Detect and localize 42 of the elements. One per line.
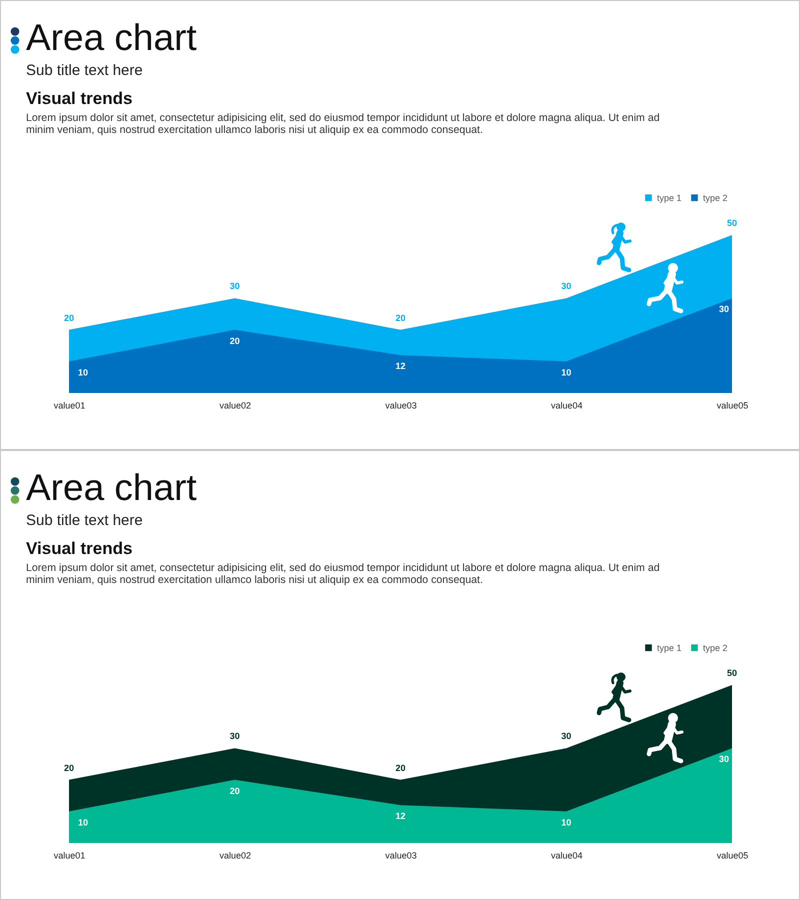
data-label: 20 (395, 312, 406, 323)
x-tick-label: value01 (54, 850, 86, 860)
data-label: 20 (230, 336, 240, 346)
chart-title: Area chart (26, 466, 197, 510)
data-label: 10 (561, 817, 572, 828)
data-label: 50 (726, 668, 738, 678)
data-label: 30 (561, 731, 572, 742)
data-label: 20 (64, 312, 74, 323)
x-tick-label: value03 (385, 400, 417, 410)
data-label: 10 (561, 367, 572, 378)
data-label: 50 (726, 218, 738, 228)
data-label: 30 (718, 304, 729, 314)
x-tick-label: value02 (219, 400, 252, 410)
text: Visual trends (26, 539, 132, 559)
data-label: 12 (395, 811, 406, 822)
data-label: 30 (718, 754, 729, 764)
data-label: 30 (561, 281, 572, 292)
legend-label: type 1 (657, 642, 682, 653)
x-tick-label: value03 (385, 850, 417, 860)
legend-label: type 1 (657, 192, 682, 203)
data-label: 20 (395, 762, 406, 773)
chart-title: Area chart (26, 16, 197, 60)
data-label: 10 (78, 817, 88, 828)
x-tick-label: value04 (550, 850, 583, 860)
legend-label: type 2 (703, 642, 728, 653)
x-tick-label: value02 (219, 850, 252, 860)
chart-subtitle: Sub title text here (26, 62, 143, 80)
x-tick-label: value01 (54, 400, 86, 410)
x-tick-label: value05 (716, 850, 748, 860)
text: Lorem ipsum dolor sit amet, consectetur adipisicing elit, sed do eiusmod tempor incididunt ut labore et dolore magna aliqua. Ut enim ad minim veniam, quis nostrud exercitation ullamco laboris nisi ut aliquip ex ea commodo consequat. (26, 112, 661, 136)
legend-label: type 2 (703, 192, 728, 203)
data-label: 12 (395, 361, 406, 372)
data-label: 30 (230, 731, 240, 742)
data-label: 20 (64, 762, 74, 773)
text: Visual trends (26, 89, 132, 109)
chart-subtitle: Sub title text here (26, 512, 143, 530)
text: Lorem ipsum dolor sit amet, consectetur adipisicing elit, sed do eiusmod tempor incididunt ut labore et dolore magna aliqua. Ut enim ad minim veniam, quis nostrud exercitation ullamco laboris nisi ut aliquip ex ea commodo consequat. (26, 562, 661, 586)
data-label: 10 (78, 367, 88, 378)
data-label: 30 (230, 281, 240, 292)
x-tick-label: value05 (716, 400, 748, 410)
data-label: 20 (230, 786, 240, 796)
x-tick-label: value04 (550, 400, 583, 410)
